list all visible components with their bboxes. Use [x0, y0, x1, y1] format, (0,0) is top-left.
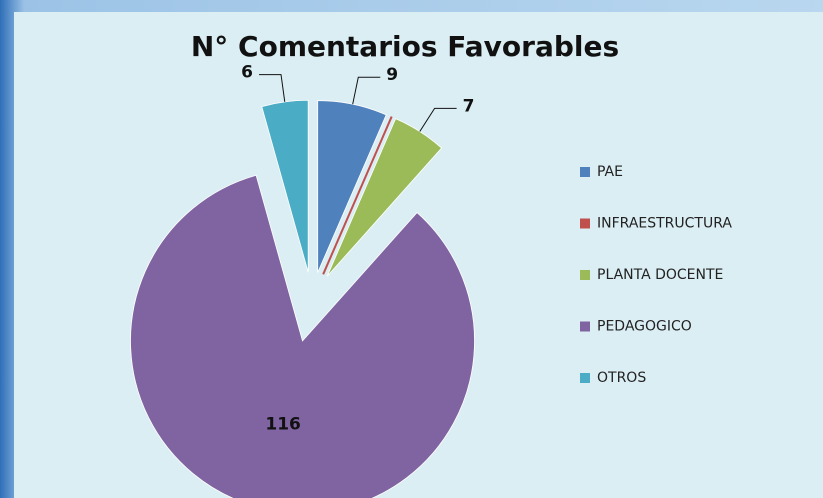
- pie-slice: [130, 174, 475, 498]
- legend-label: PLANTA DOCENTE: [597, 267, 723, 283]
- data-label: 6: [241, 63, 253, 83]
- data-label: 7: [463, 96, 475, 116]
- legend-swatch: [580, 218, 590, 229]
- legend-label: OTROS: [597, 370, 646, 386]
- chart-title: N° Comentarios Favorables: [191, 30, 619, 63]
- legend-label: INFRAESTRUCTURA: [597, 216, 732, 232]
- data-label: 116: [265, 415, 301, 435]
- legend-label: PEDAGOGICO: [597, 319, 692, 335]
- pie-slice: [322, 116, 393, 275]
- legend-swatch: [580, 321, 590, 332]
- leader-line: [419, 107, 457, 132]
- pie-slice: [317, 100, 387, 273]
- legend-swatch: [580, 167, 590, 177]
- pie-slice: [326, 118, 443, 277]
- legend-label: PAE: [597, 164, 623, 180]
- legend-swatch: [580, 373, 590, 383]
- pie-slice: [261, 99, 309, 273]
- leader-line: [352, 76, 381, 105]
- legend-swatch: [580, 270, 590, 280]
- data-label: 9: [386, 65, 398, 85]
- leader-line: [259, 74, 286, 102]
